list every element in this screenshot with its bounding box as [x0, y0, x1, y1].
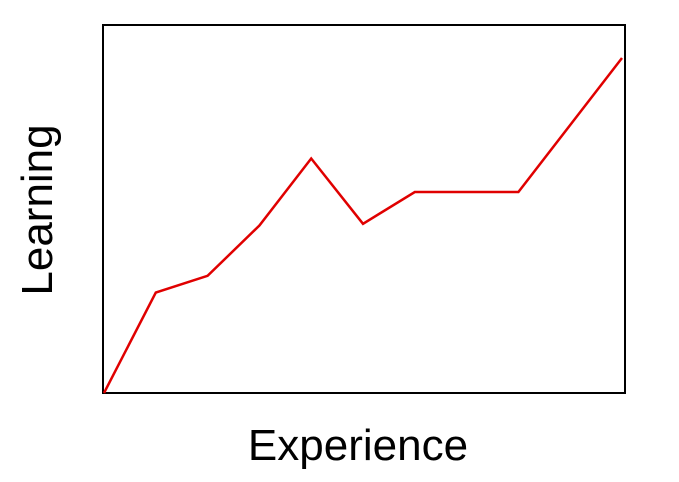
series-layer: [102, 57, 623, 394]
series-line-0: [102, 57, 623, 394]
x-axis-label: Experience: [248, 421, 468, 470]
y-axis-label: Learning: [13, 124, 62, 295]
plot-frame: [102, 24, 626, 394]
